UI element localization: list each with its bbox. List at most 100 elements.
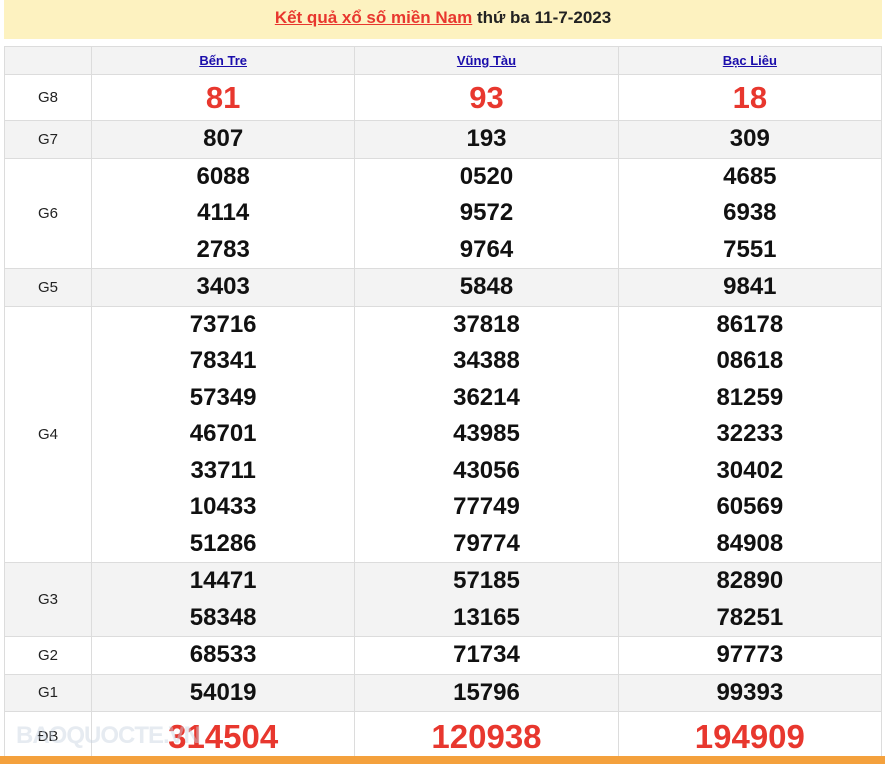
result-number: 51286 (189, 529, 257, 557)
prize-row: G5 3403 5848 9841 (4, 268, 883, 307)
result-cell: 99393 (617, 673, 883, 712)
result-number: 15796 (453, 678, 520, 706)
prize-row: G6 6088 4114 2783 0520 9572 9764 4685 6938 7551 (4, 157, 883, 269)
result-number: 6088 (196, 162, 250, 190)
result-number: 30402 (716, 456, 784, 484)
results-table: Bến Tre Vũng Tàu Bạc Liêu G8 81 93 18 G7 807 1… (4, 46, 883, 762)
result-number: 78251 (716, 603, 784, 631)
prize-label: ĐB (4, 711, 92, 762)
province-header: Vũng Tàu (354, 46, 619, 75)
result-number: 79774 (453, 529, 520, 557)
result-cell: 14471 58348 (90, 562, 356, 637)
result-number: 18 (732, 80, 768, 115)
result-cell: 93 (354, 74, 619, 121)
result-cell: 97773 (617, 636, 883, 675)
title-date: thứ ba 11-7-2023 (472, 8, 612, 27)
result-number: 71734 (453, 641, 520, 668)
prize-label: G2 (4, 636, 92, 675)
result-number: 33711 (190, 456, 256, 484)
province-link[interactable]: Vũng Tàu (456, 53, 517, 68)
result-number: 97773 (716, 641, 784, 668)
result-number: 0520 (459, 162, 514, 190)
result-number: 93 (469, 80, 504, 115)
result-number: 43985 (453, 420, 520, 447)
result-cell: 9841 (617, 268, 883, 307)
result-number: 3403 (196, 273, 250, 300)
prize-row: G4 73716 78341 57349 46701 33711 10433 51286 378… (4, 305, 883, 563)
result-number: 60569 (716, 493, 784, 520)
result-number: 2783 (196, 235, 250, 263)
result-number: 194909 (694, 718, 805, 755)
corner-cell (4, 46, 92, 75)
result-number: 314504 (168, 718, 279, 755)
prize-label: G3 (4, 562, 92, 637)
result-cell: 86178 08618 81259 32233 30402 60569 84908 (617, 305, 883, 563)
result-number: 6938 (723, 199, 777, 226)
result-number: 81 (205, 80, 241, 115)
result-number: 78341 (189, 347, 257, 374)
result-number: 86178 (716, 310, 784, 338)
result-cell: 18 (617, 74, 883, 121)
result-number: 68533 (189, 641, 257, 668)
result-number: 37818 (453, 310, 520, 338)
prize-row: G7 807 193 309 (4, 120, 883, 159)
result-cell: 15796 (354, 673, 619, 712)
prize-row: G3 14471 58348 57185 13165 82890 78251 (4, 562, 883, 637)
page-title: Kết quả xổ số miền Nam thứ ba 11-7-2023 (4, 0, 882, 39)
province-header: Bạc Liêu (617, 46, 883, 75)
result-number: 32233 (716, 420, 784, 447)
prize-row: ĐB 314504 120938 194909 (4, 711, 883, 762)
prize-label: G6 (4, 157, 92, 269)
prize-row: G1 54019 15796 99393 (4, 673, 883, 712)
result-number: 73716 (189, 310, 257, 338)
title-link[interactable]: Kết quả xổ số miền Nam (274, 8, 473, 27)
result-cell: 314504 (90, 711, 356, 762)
result-number: 81259 (716, 383, 784, 411)
result-number: 9764 (459, 235, 514, 263)
result-cell: 807 (90, 120, 356, 159)
result-number: 7551 (723, 235, 777, 263)
result-cell: 194909 (617, 711, 883, 762)
footer-bar (0, 756, 885, 764)
prize-label: G1 (4, 673, 92, 712)
result-cell: 4685 6938 7551 (617, 157, 883, 269)
result-number: 34388 (453, 347, 520, 374)
result-cell: 0520 9572 9764 (354, 157, 619, 269)
result-number: 57185 (453, 567, 520, 594)
prize-row: G8 81 93 18 (4, 74, 883, 121)
result-number: 57349 (189, 383, 257, 411)
header-row: Bến Tre Vũng Tàu Bạc Liêu (4, 46, 883, 75)
result-cell: 309 (617, 120, 883, 159)
result-cell: 81 (90, 74, 356, 121)
prize-label: G7 (4, 120, 92, 159)
prize-label: G4 (4, 305, 92, 563)
result-cell: 73716 78341 57349 46701 33711 10433 51286 (90, 305, 356, 563)
result-number: 193 (466, 125, 507, 152)
result-number: 9572 (459, 199, 514, 226)
result-number: 4114 (197, 199, 250, 226)
result-cell: 68533 (90, 636, 356, 675)
province-link[interactable]: Bến Tre (199, 53, 247, 68)
result-number: 9841 (723, 273, 777, 300)
result-number: 807 (203, 125, 244, 152)
result-number: 43056 (453, 456, 520, 484)
result-cell: 120938 (354, 711, 619, 762)
prize-label: G5 (4, 268, 92, 307)
result-number: 58348 (189, 603, 257, 631)
result-cell: 71734 (354, 636, 619, 675)
result-cell: 5848 (354, 268, 619, 307)
result-number: 82890 (716, 567, 784, 594)
result-cell: 82890 78251 (617, 562, 883, 637)
result-cell: 193 (354, 120, 619, 159)
result-number: 46701 (189, 420, 257, 447)
result-number: 36214 (453, 383, 520, 411)
result-cell: 54019 (90, 673, 356, 712)
result-cell: 6088 4114 2783 (90, 157, 356, 269)
prize-label: G8 (4, 74, 92, 121)
result-number: 309 (729, 125, 770, 152)
province-header: Bến Tre (90, 46, 356, 75)
province-link[interactable]: Bạc Liêu (722, 53, 777, 68)
result-number: 10433 (189, 493, 257, 520)
result-number: 54019 (189, 678, 257, 706)
result-cell: 57185 13165 (354, 562, 619, 637)
